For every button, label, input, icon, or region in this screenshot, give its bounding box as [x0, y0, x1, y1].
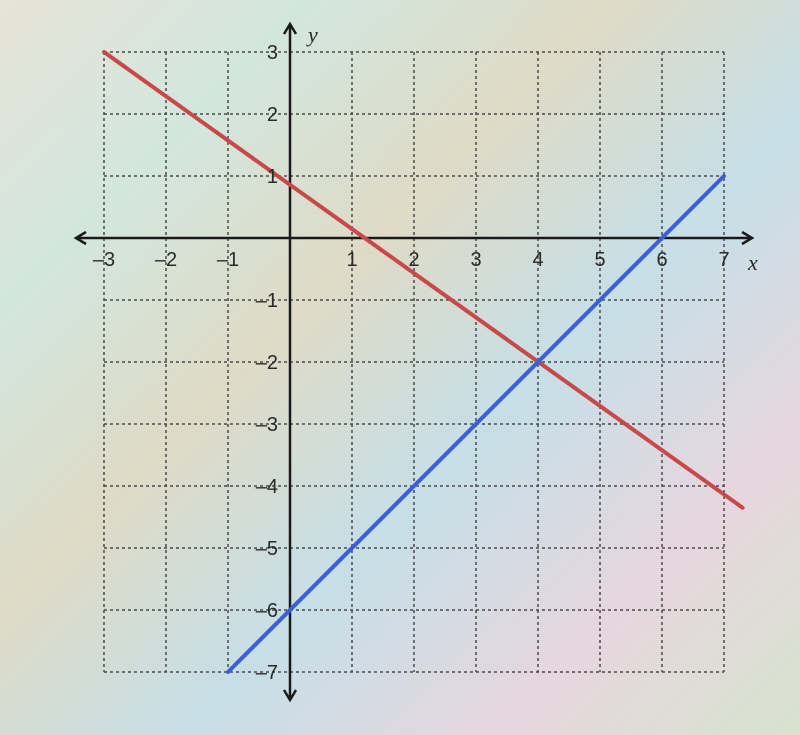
x-tick-label: 4: [532, 249, 543, 271]
y-tick-label: –4: [256, 476, 278, 498]
y-tick-label: –7: [256, 662, 278, 684]
x-tick-label: 1: [346, 249, 357, 271]
y-tick-label: –5: [256, 538, 278, 560]
y-tick-label: –6: [256, 600, 278, 622]
x-tick-label: 5: [594, 249, 605, 271]
x-axis-label: x: [747, 250, 758, 275]
x-tick-label: 7: [718, 249, 729, 271]
y-tick-label: 1: [267, 166, 278, 188]
y-tick-label: –2: [256, 352, 278, 374]
y-tick-label: 2: [267, 104, 278, 126]
coordinate-chart: –3 –2 –1 1 2 3 4 5 6 7 3 2 1 –1 –2 –3 –4 –5 –6 –7 y x: [50, 20, 770, 720]
x-tick-label: –3: [93, 249, 115, 271]
y-tick-label: –1: [256, 290, 278, 312]
x-tick-label: 2: [408, 249, 419, 271]
y-axis-label: y: [306, 22, 318, 47]
x-tick-label: 3: [470, 249, 481, 271]
y-tick-label: –3: [256, 414, 278, 436]
chart-svg: –3 –2 –1 1 2 3 4 5 6 7 3 2 1 –1 –2 –3 –4 –5 –6 –7 y x: [50, 20, 770, 720]
y-tick-label: 3: [267, 42, 278, 64]
x-tick-label: 6: [656, 249, 667, 271]
red-line: [104, 52, 743, 508]
x-tick-label: –2: [155, 249, 177, 271]
x-tick-label: –1: [217, 249, 239, 271]
